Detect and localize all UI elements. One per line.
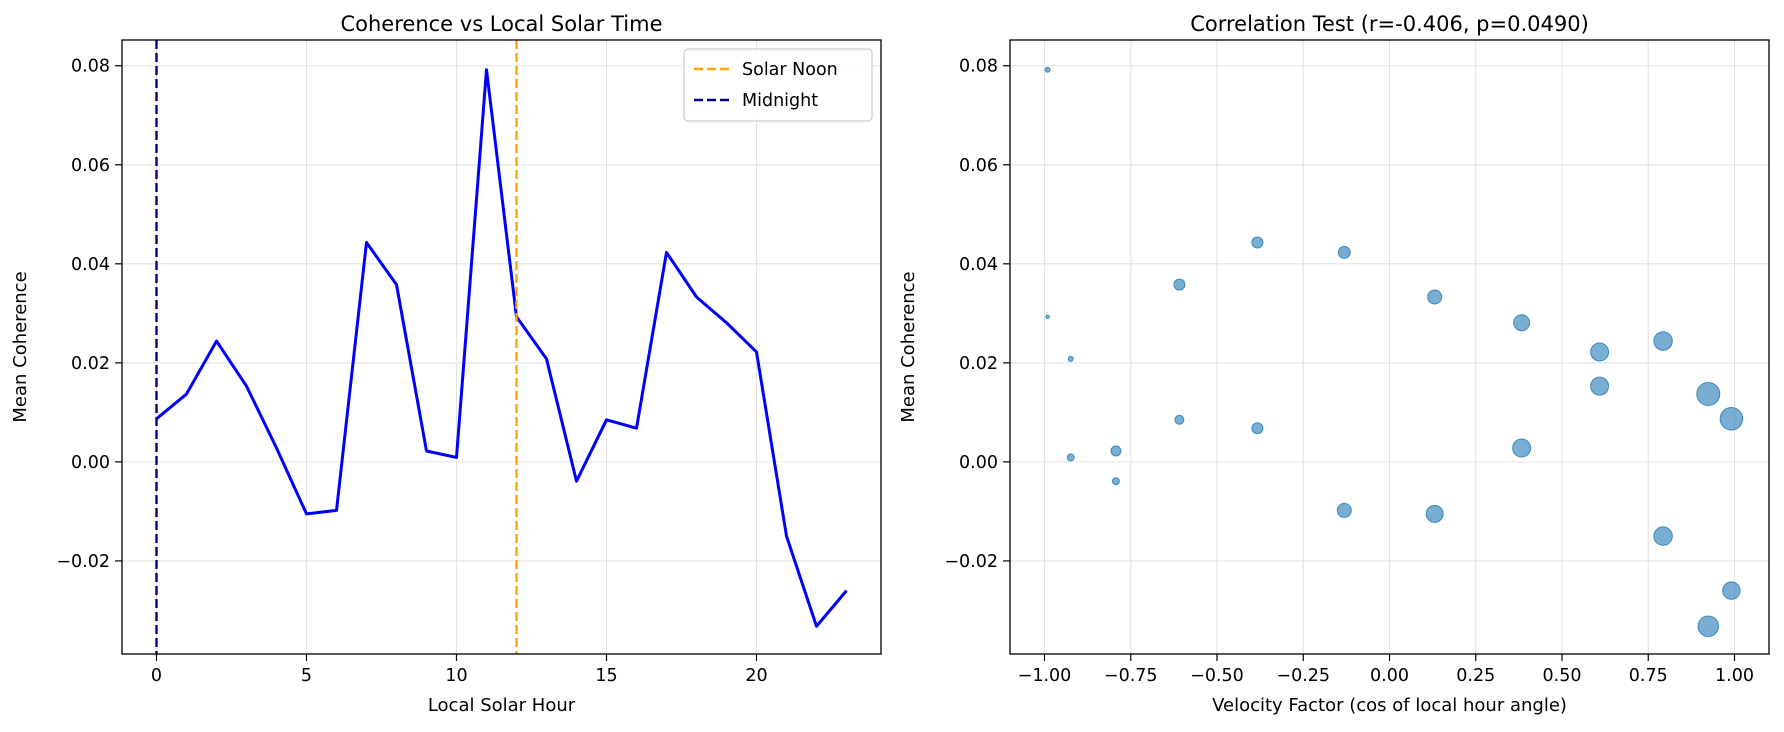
scatter-point xyxy=(1697,615,1720,638)
scatter-point xyxy=(1696,382,1721,407)
y-tick-label: 0.08 xyxy=(71,57,110,77)
y-tick-label: 0.02 xyxy=(959,354,998,374)
scatter-point xyxy=(1251,236,1264,249)
legend-label: Midnight xyxy=(742,91,818,111)
left-y-ticks: −0.02 0.00 0.02 0.04 0.06 0.08 xyxy=(56,57,122,572)
left-vlines xyxy=(155,40,518,654)
right-y-axis-label: Mean Coherence xyxy=(898,271,919,422)
y-tick-label: 0.00 xyxy=(959,453,998,473)
scatter-point xyxy=(1719,407,1744,431)
scatter-point xyxy=(1110,445,1122,457)
scatter-point xyxy=(1512,438,1532,458)
scatter-point xyxy=(1045,314,1050,320)
left-chart-title: Coherence vs Local Solar Time xyxy=(340,12,662,36)
scatter-point xyxy=(1066,453,1075,462)
left-axes-frame xyxy=(121,39,882,655)
scatter-point xyxy=(1067,355,1074,362)
scatter-point xyxy=(1653,526,1673,546)
scatter-point xyxy=(1590,342,1610,362)
x-tick-label: 10 xyxy=(445,666,467,686)
scatter-point xyxy=(1251,422,1264,435)
x-tick-label: 15 xyxy=(595,666,617,686)
left-y-axis-label: Mean Coherence xyxy=(10,271,31,422)
scatter-point xyxy=(1337,245,1351,259)
right-x-axis-label: Velocity Factor (cos of local hour angle… xyxy=(1212,695,1567,716)
y-tick-label: 0.06 xyxy=(959,156,998,176)
scatter-point xyxy=(1044,66,1051,73)
scatter-point xyxy=(1173,278,1186,291)
x-tick-label: −0.25 xyxy=(1276,666,1330,686)
y-tick-label: −0.02 xyxy=(56,552,110,572)
coherence-line xyxy=(155,68,848,628)
scatter-point xyxy=(1111,477,1120,486)
right-grid xyxy=(1010,40,1769,654)
scatter-point xyxy=(1513,314,1531,332)
right-chart-title: Correlation Test (r=-0.406, p=0.0490) xyxy=(1190,12,1589,36)
right-x-ticks: −1.00 −0.75 −0.50 −0.25 0.00 0.25 0.50 0.75 1.00 xyxy=(1018,654,1754,686)
x-tick-label: 20 xyxy=(745,666,767,686)
right-scatter-points xyxy=(1044,66,1744,638)
scatter-point xyxy=(1590,376,1610,396)
scatter-point xyxy=(1174,414,1185,425)
legend-label: Solar Noon xyxy=(742,60,838,80)
scatter-point xyxy=(1427,289,1443,305)
x-tick-label: 0 xyxy=(151,666,162,686)
x-tick-label: −0.50 xyxy=(1190,666,1244,686)
scatter-point xyxy=(1425,504,1444,523)
y-tick-label: 0.04 xyxy=(71,255,110,275)
right-y-ticks: −0.02 0.00 0.02 0.04 0.06 0.08 xyxy=(944,57,1010,572)
scatter-point xyxy=(1336,502,1352,518)
x-tick-label: 5 xyxy=(301,666,312,686)
left-legend: Solar Noon Midnight xyxy=(683,48,873,122)
scatter-point xyxy=(1722,581,1741,600)
line-chart-panel: 0 5 10 15 20 −0.02 0.00 0.02 0.04 0.06 0.08 Coher… xyxy=(10,12,882,716)
scatter-chart-panel: −1.00 −0.75 −0.50 −0.25 0.00 0.25 0.50 0.75 1.00… xyxy=(898,12,1770,716)
x-tick-label: 1.00 xyxy=(1715,666,1754,686)
scatter-point xyxy=(1653,331,1673,351)
x-tick-label: 0.50 xyxy=(1543,666,1582,686)
left-x-axis-label: Local Solar Hour xyxy=(428,695,576,716)
left-grid xyxy=(122,40,881,654)
left-series xyxy=(155,68,848,628)
x-tick-label: 0.75 xyxy=(1629,666,1668,686)
x-tick-label: 0.25 xyxy=(1456,666,1495,686)
y-tick-label: 0.08 xyxy=(959,57,998,77)
y-tick-label: 0.04 xyxy=(959,255,998,275)
y-tick-label: 0.06 xyxy=(71,156,110,176)
legend-box xyxy=(683,48,873,122)
y-tick-label: 0.02 xyxy=(71,354,110,374)
y-tick-label: −0.02 xyxy=(944,552,998,572)
x-tick-label: −0.75 xyxy=(1104,666,1158,686)
y-tick-label: 0.00 xyxy=(71,453,110,473)
x-tick-label: 0.00 xyxy=(1370,666,1409,686)
left-x-ticks: 0 5 10 15 20 xyxy=(151,654,768,686)
x-tick-label: −1.00 xyxy=(1018,666,1072,686)
